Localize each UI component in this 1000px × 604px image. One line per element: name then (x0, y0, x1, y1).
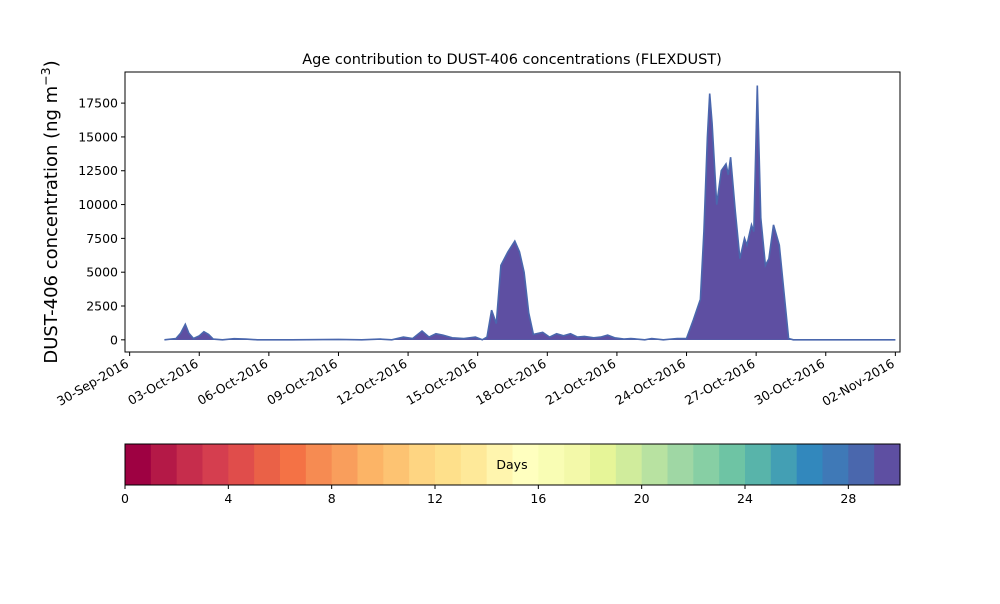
colorbar-segment (460, 444, 488, 485)
x-tick-label: 06-Oct-2016 (195, 356, 271, 408)
x-tick-label: 24-Oct-2016 (612, 356, 688, 408)
colorbar-segment (564, 444, 591, 485)
colorbar-segment (486, 444, 514, 485)
colorbar-segment (641, 444, 669, 485)
colorbar-segment (770, 444, 798, 485)
age-band-area (164, 85, 896, 340)
colorbar-segment (150, 444, 178, 485)
age-band-area (164, 86, 896, 340)
age-band-area (164, 86, 896, 340)
colorbar-segment (331, 444, 359, 485)
colorbar-segment (305, 444, 333, 485)
colorbar-segment (590, 444, 617, 485)
colorbar-segment (202, 444, 229, 485)
y-tick-label: 0 (110, 332, 118, 347)
x-tick-label: 09-Oct-2016 (264, 356, 340, 408)
y-axis-label-exponent: −3 (38, 67, 53, 85)
colorbar-segment (719, 444, 746, 485)
y-tick-label: 12500 (78, 163, 118, 178)
colorbar-segment (383, 444, 410, 485)
chart-title: Age contribution to DUST-406 concentrati… (302, 52, 722, 68)
colorbar-tick-label: 16 (530, 491, 546, 506)
x-tick-label: 15-Oct-2016 (404, 356, 480, 408)
y-axis-label-main: DUST-406 concentration (ng m (41, 86, 62, 364)
x-tick-label: 27-Oct-2016 (682, 356, 758, 408)
colorbar-tick-label: 8 (328, 491, 336, 506)
colorbar-ticks: 0 4 8 12 16 20 24 28 (121, 485, 856, 506)
x-axis-ticks: 30-Sep-201603-Oct-201606-Oct-201609-Oct-… (54, 352, 897, 409)
colorbar-tick-label: 24 (737, 491, 753, 506)
colorbar-segment (745, 444, 772, 485)
y-axis-label-close: ) (41, 60, 62, 67)
plot-frame (124, 71, 901, 353)
x-tick-label: 12-Oct-2016 (334, 356, 410, 408)
colorbar-segment (228, 444, 255, 485)
colorbar-tick-label: 20 (634, 491, 650, 506)
age-band-area (164, 87, 896, 340)
colorbar-label: Days (496, 457, 527, 472)
colorbar-tick-label: 12 (427, 491, 443, 506)
colorbar-tick-label: 0 (121, 491, 129, 506)
colorbar-segment (125, 444, 152, 485)
y-tick-label: 2500 (86, 299, 118, 314)
colorbar-frame (124, 443, 901, 486)
colorbar-segment (667, 444, 694, 485)
colorbar-segment (538, 444, 565, 485)
colorbar-segment (848, 444, 875, 485)
x-tick-label: 30-Oct-2016 (752, 356, 828, 408)
y-tick-label: 5000 (86, 265, 118, 280)
colorbar-segment (435, 444, 462, 485)
x-tick-label: 30-Sep-2016 (54, 356, 131, 409)
colorbar (125, 444, 901, 485)
y-tick-label: 10000 (78, 197, 118, 212)
x-tick-label: 02-Nov-2016 (819, 356, 897, 409)
age-bands (164, 85, 896, 340)
total-concentration-line (164, 85, 896, 341)
colorbar-segment (874, 444, 901, 485)
colorbar-segment (796, 444, 824, 485)
colorbar-segment (176, 444, 204, 485)
colorbar-segment (615, 444, 643, 485)
y-tick-label: 17500 (78, 96, 118, 111)
colorbar-segment (512, 444, 539, 485)
y-tick-label: 15000 (78, 129, 118, 144)
y-tick-label: 7500 (86, 231, 118, 246)
y-axis-label: DUST-406 concentration (ng m−3) (38, 60, 62, 363)
colorbar-tick-label: 4 (224, 491, 232, 506)
colorbar-segment (693, 444, 720, 485)
colorbar-tick-label: 28 (840, 491, 856, 506)
colorbar-segment (409, 444, 436, 485)
x-tick-label: 21-Oct-2016 (543, 356, 619, 408)
x-tick-label: 18-Oct-2016 (473, 356, 549, 408)
y-axis-ticks: 0 2500 5000 7500 10000 12500 15000 17500 (78, 96, 125, 347)
colorbar-segment (822, 444, 849, 485)
colorbar-segment (254, 444, 281, 485)
age-band-area (164, 85, 896, 340)
colorbar-segment (357, 444, 384, 485)
colorbar-segment (280, 444, 307, 485)
x-tick-label: 03-Oct-2016 (125, 356, 201, 408)
